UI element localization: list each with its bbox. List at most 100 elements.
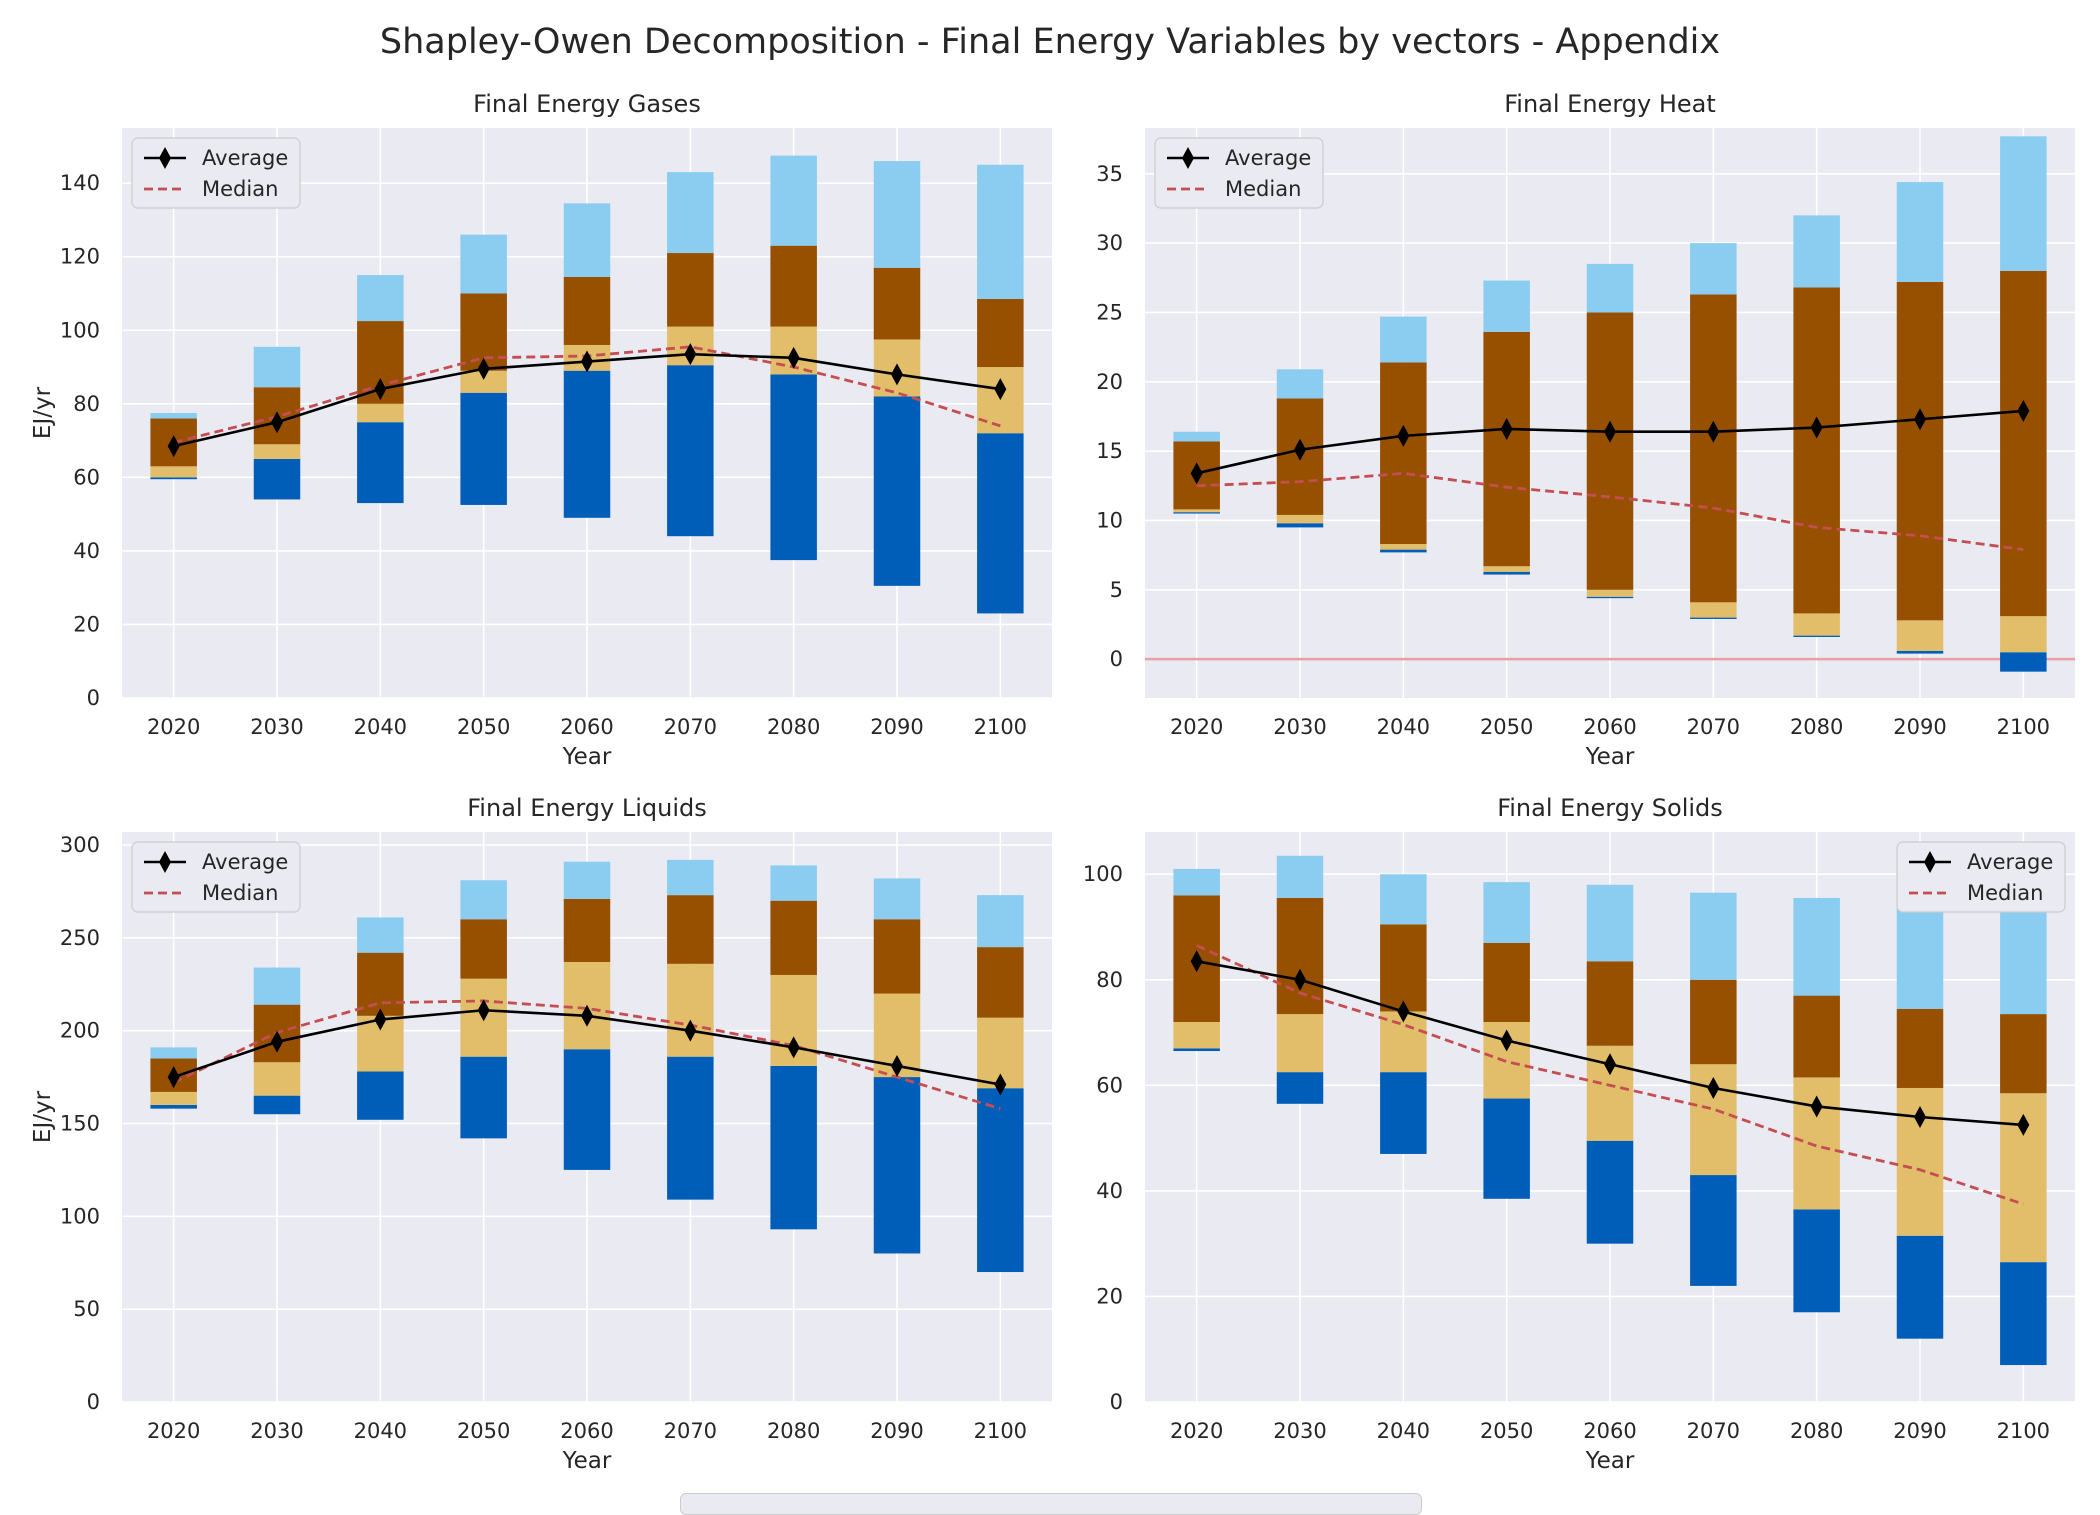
- y-tick-label: 50: [73, 1297, 100, 1321]
- bar-segment-brown: [667, 253, 714, 327]
- bar-segment-brown: [770, 900, 817, 975]
- bar-segment-light-blue: [357, 275, 404, 322]
- bar-segment-dark-blue: [1483, 571, 1530, 575]
- y-tick-label: 200: [60, 1019, 100, 1043]
- bar-segment-dark-blue: [357, 1071, 404, 1120]
- bar-segment-dark-blue: [1380, 1072, 1427, 1154]
- bar-segment-brown: [977, 299, 1024, 368]
- average-marker: [1707, 1076, 1720, 1099]
- bar-segment-dark-blue: [873, 396, 921, 586]
- legend-average-marker: [159, 147, 171, 169]
- legend-average-label: Average: [202, 146, 288, 170]
- bar-segment-dark-blue: [460, 1056, 507, 1139]
- y-tick-label: 0: [87, 1390, 100, 1414]
- y-tick-label: 0: [87, 686, 100, 710]
- panel-title: Final Energy Heat: [1504, 90, 1716, 118]
- legend: Average Median: [1896, 841, 2066, 913]
- y-tick-label: 120: [60, 245, 100, 269]
- legend-box: [131, 137, 301, 209]
- bar-segment-dark-blue: [1896, 650, 1944, 654]
- average-marker: [684, 343, 697, 366]
- legend: Average Median: [131, 841, 301, 913]
- bar-segment-dark-blue: [873, 1077, 921, 1254]
- average-marker: [1397, 424, 1410, 447]
- legend-box: [1896, 841, 2066, 913]
- bar-segment-dark-blue: [1586, 1140, 1634, 1244]
- x-tick-label: 2030: [1273, 1419, 1326, 1443]
- bar-segment-light-blue: [1793, 897, 1840, 996]
- bar-segment-tan: [1173, 509, 1220, 513]
- average-marker: [477, 999, 490, 1022]
- bar-segment-light-blue: [150, 413, 197, 419]
- average-marker: [1604, 420, 1616, 443]
- average-marker: [581, 350, 593, 373]
- bar-segment-brown: [977, 947, 1024, 1018]
- y-tick-label: 35: [1096, 162, 1123, 186]
- page-title: Shapley-Owen Decomposition - Final Energ…: [379, 22, 1721, 62]
- y-tick-label: 150: [60, 1111, 100, 1135]
- bar-segment-dark-blue: [1173, 512, 1220, 514]
- x-tick-label: 2050: [1480, 715, 1533, 739]
- bar-segment-dark-blue: [770, 374, 817, 561]
- bar-segment-light-blue: [1586, 263, 1634, 313]
- bar-segment-brown: [2000, 1014, 2047, 1094]
- chart-panel-liquids: Final Energy Liquids 0 50 100 150 200 250 300 20…: [30, 794, 1052, 1474]
- y-tick-label: 60: [1096, 1073, 1123, 1097]
- average-marker: [167, 435, 180, 458]
- average-marker: [1914, 1106, 1926, 1128]
- average-marker: [374, 1008, 387, 1031]
- bar-segment-light-blue: [1276, 369, 1324, 399]
- bar-segment-tan: [1793, 613, 1840, 636]
- average-marker: [581, 1004, 593, 1027]
- x-tick-label: 2050: [457, 715, 510, 739]
- bar-segment-brown: [667, 895, 714, 964]
- average-marker: [1500, 417, 1513, 440]
- average-marker: [1397, 1000, 1410, 1023]
- bar-segment-tan: [1173, 1022, 1220, 1049]
- bar-segment-light-blue: [977, 895, 1024, 948]
- bar-segment-dark-blue: [2000, 1262, 2047, 1366]
- legend-box: [1154, 137, 1324, 209]
- bar-segment-tan: [460, 370, 507, 393]
- x-tick-label: 2050: [457, 1419, 510, 1443]
- average-marker: [2017, 399, 2030, 422]
- bar-segment-light-blue: [770, 155, 817, 246]
- average-marker: [1810, 416, 1823, 439]
- bar-segment-light-blue: [667, 172, 714, 254]
- y-tick-label: 250: [60, 926, 100, 950]
- x-axis-label: Year: [562, 1448, 612, 1474]
- legend-median-label: Median: [202, 881, 278, 905]
- bar-segment-light-blue: [1483, 882, 1530, 943]
- x-tick-label: 2080: [767, 715, 820, 739]
- bar-segment-dark-blue: [253, 1095, 301, 1115]
- x-tick-label: 2100: [974, 715, 1027, 739]
- bar-segment-tan: [1380, 544, 1427, 550]
- bar-segment-light-blue: [563, 861, 611, 899]
- y-tick-label: 100: [60, 318, 100, 342]
- x-tick-label: 2080: [1790, 715, 1843, 739]
- x-tick-label: 2060: [560, 1419, 613, 1443]
- x-tick-label: 2100: [1997, 1419, 2050, 1443]
- x-tick-label: 2070: [1687, 1419, 1740, 1443]
- bar-segment-light-blue: [563, 203, 611, 277]
- x-tick-label: 2030: [250, 1419, 303, 1443]
- bar-segment-light-blue: [150, 1047, 197, 1059]
- average-marker: [2017, 1113, 2030, 1136]
- bar-segment-light-blue: [1483, 280, 1530, 332]
- bar-segment-light-blue: [460, 234, 507, 294]
- bar-segment-brown: [1276, 897, 1324, 1015]
- bar-segment-dark-blue: [460, 392, 507, 505]
- bar-segment-brown: [1896, 1008, 1944, 1088]
- bar-segment-brown: [563, 276, 611, 345]
- chart-panel-gases: Final Energy Gases0204060801001201402020…: [30, 90, 1052, 770]
- y-tick-label: 80: [1096, 968, 1123, 992]
- x-tick-label: 2040: [354, 715, 407, 739]
- y-axis-label: EJ/yr: [30, 1090, 56, 1143]
- bar-segment-tan: [1690, 602, 1737, 618]
- bar-segment-dark-blue: [977, 433, 1024, 614]
- bar-segment-dark-blue: [1276, 523, 1324, 528]
- bar-segment-dark-blue: [563, 370, 611, 518]
- bar-segment-tan: [1483, 566, 1530, 572]
- y-tick-label: 20: [1096, 370, 1123, 394]
- bar-segment-dark-blue: [1276, 1072, 1324, 1104]
